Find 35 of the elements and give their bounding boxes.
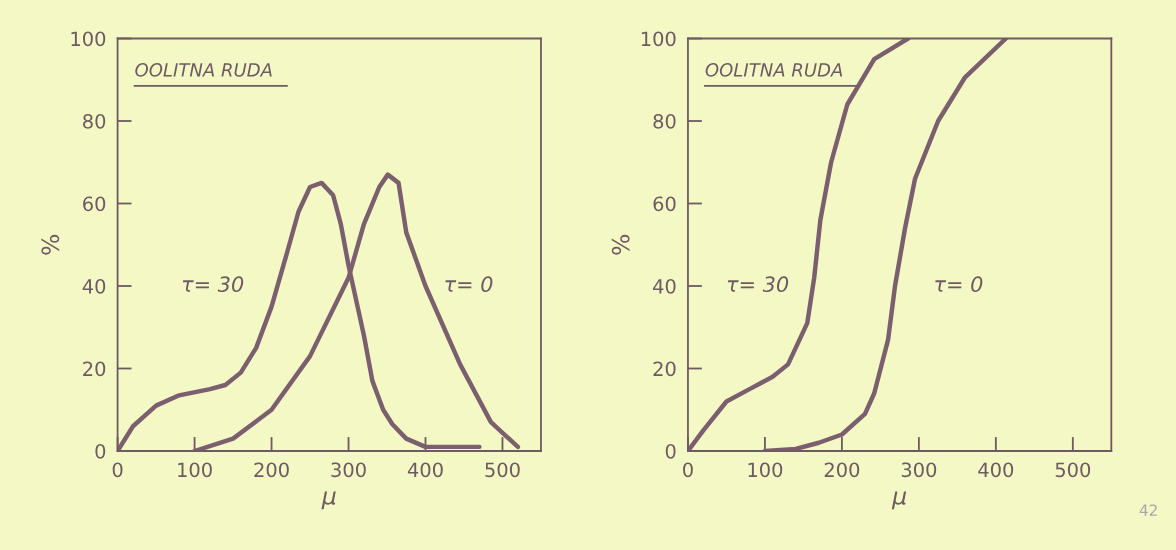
y-tick-label: 80 (83, 113, 106, 129)
text: OOLITNA RUDA (705, 63, 843, 77)
x-tick-label: 400 (407, 462, 443, 478)
x-axis-title: μ (321, 491, 336, 510)
series-label: τ= 0 (445, 276, 493, 293)
x-tick-label: 200 (254, 462, 289, 478)
x-tick-label: 0 (112, 462, 123, 478)
text: 42 (1139, 504, 1157, 516)
y-tick-label: 0 (665, 443, 676, 459)
series-label: τ= 30 (727, 276, 789, 293)
y-tick-label: 60 (83, 196, 106, 212)
x-tick-label: 300 (331, 462, 366, 478)
x-tick-label: 100 (178, 462, 212, 478)
x-tick-label: 500 (485, 462, 520, 478)
series-label: τ= 30 (182, 276, 244, 293)
x-tick-label: 400 (978, 462, 1014, 478)
y-tick-label: 100 (641, 31, 676, 47)
text: OOLITNA RUDA (135, 63, 272, 77)
y-axis-title: % (611, 234, 630, 255)
y-tick-label: 40 (653, 278, 676, 294)
y-tick-label: 100 (71, 31, 106, 47)
y-tick-label: 40 (82, 278, 106, 294)
y-axis-title: % (41, 234, 60, 255)
series-label: τ= 0 (935, 276, 983, 293)
y-tick-label: 20 (653, 361, 676, 377)
y-tick-label: 60 (653, 196, 676, 212)
x-tick-label: 100 (748, 462, 783, 478)
x-axis-title: μ (891, 491, 907, 510)
y-tick-label: 80 (653, 113, 676, 129)
x-tick-label: 500 (1055, 462, 1091, 478)
y-tick-label: 0 (95, 443, 106, 459)
x-tick-label: 0 (683, 462, 693, 478)
x-tick-label: 300 (901, 462, 937, 478)
x-tick-label: 200 (824, 462, 860, 478)
y-tick-label: 20 (83, 361, 106, 377)
